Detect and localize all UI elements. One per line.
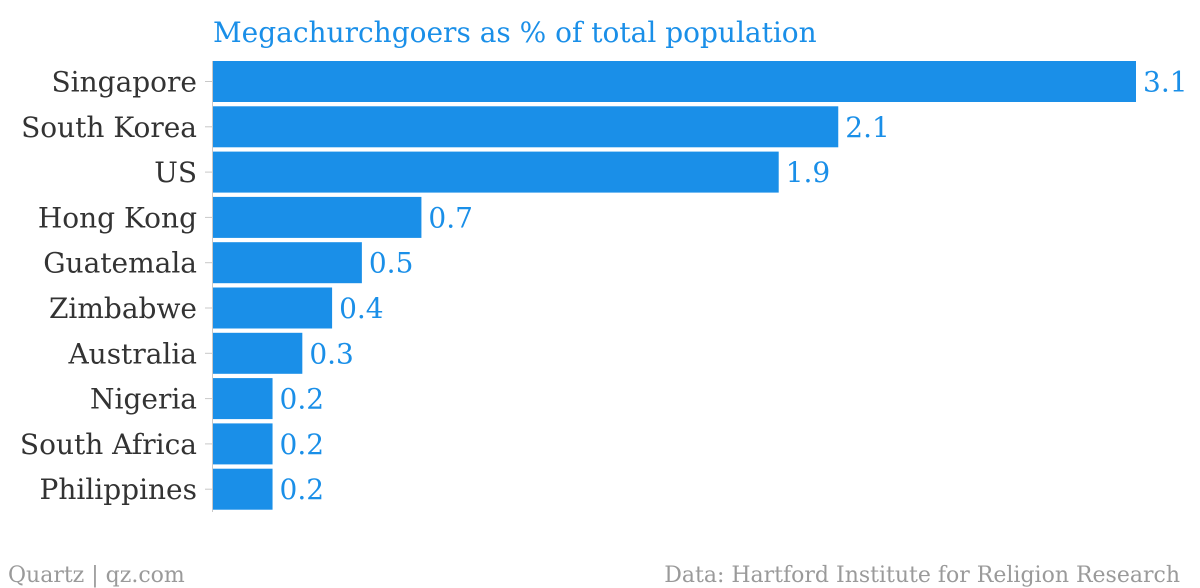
value-label: 0.3 xyxy=(309,337,354,370)
value-label: 1.9 xyxy=(786,156,831,189)
bar xyxy=(213,106,839,148)
bar xyxy=(213,332,303,374)
value-label: 0.2 xyxy=(280,383,325,416)
value-label: 3.1 xyxy=(1143,66,1188,99)
footer-source: Data: Hartford Institute for Religion Re… xyxy=(664,563,1180,588)
category-label: US xyxy=(154,156,197,189)
bar xyxy=(213,287,333,329)
bar xyxy=(213,151,779,193)
category-label: South Africa xyxy=(20,428,197,461)
value-label: 0.2 xyxy=(280,428,325,461)
category-label: Nigeria xyxy=(90,383,197,416)
category-label: Zimbabwe xyxy=(49,292,197,325)
bar xyxy=(213,378,273,420)
category-label: South Korea xyxy=(21,111,197,144)
value-label: 0.4 xyxy=(339,292,384,325)
footer-credit: Quartz | qz.com xyxy=(8,563,185,588)
chart-title: Megachurchgoers as % of total population xyxy=(213,16,817,49)
bar xyxy=(213,423,273,465)
category-label: Philippines xyxy=(39,473,197,506)
category-label: Guatemala xyxy=(43,247,197,280)
value-label: 0.5 xyxy=(369,247,414,280)
bar xyxy=(213,242,362,284)
bar xyxy=(213,468,273,510)
bars-layer: Singapore 3.1 South Korea 2.1 US 1.9 Hong Kong… xyxy=(20,61,1188,512)
bar xyxy=(213,196,422,238)
category-label: Hong Kong xyxy=(38,201,197,234)
category-label: Australia xyxy=(67,337,197,370)
value-label: 2.1 xyxy=(845,111,890,144)
value-label: 0.2 xyxy=(280,473,325,506)
category-label: Singapore xyxy=(51,66,197,99)
value-label: 0.7 xyxy=(428,201,473,234)
bar xyxy=(213,61,1136,102)
